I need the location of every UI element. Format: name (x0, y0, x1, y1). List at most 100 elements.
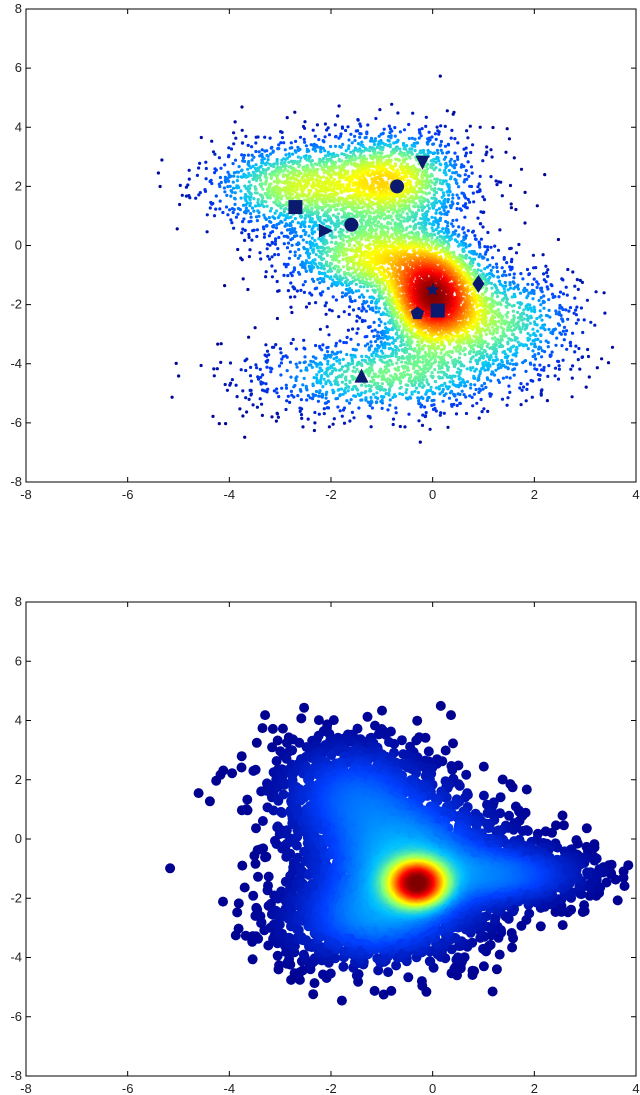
data-point (281, 174, 286, 179)
data-point (466, 136, 470, 140)
data-point (479, 237, 483, 241)
data-point (285, 116, 289, 120)
data-point (446, 425, 450, 429)
data-point (421, 213, 425, 217)
data-point (419, 202, 423, 206)
data-point (525, 313, 529, 317)
data-point (229, 194, 233, 198)
data-point (401, 338, 405, 343)
data-point (508, 273, 512, 277)
data-point (408, 147, 412, 151)
data-point (296, 221, 300, 225)
data-point (489, 353, 493, 357)
data-point (211, 150, 216, 154)
data-point (490, 299, 494, 304)
data-point (349, 337, 353, 341)
data-point (314, 343, 318, 348)
data-point (259, 375, 263, 379)
data-point (456, 367, 460, 371)
data-point (439, 148, 443, 152)
data-point (399, 213, 403, 217)
data-point (276, 415, 280, 419)
data-point (322, 222, 326, 226)
data-point (394, 354, 398, 359)
data-point (387, 214, 391, 218)
data-point (466, 229, 470, 233)
data-point (377, 323, 381, 328)
data-point (415, 363, 419, 367)
data-point (430, 351, 434, 355)
data-point (483, 267, 487, 271)
data-point (528, 321, 532, 325)
data-point (531, 253, 536, 257)
data-point (433, 132, 437, 136)
data-point (257, 214, 261, 218)
data-point (516, 301, 520, 305)
data-point (493, 290, 498, 294)
data-point (429, 385, 433, 389)
data-point (321, 290, 325, 294)
data-point (288, 250, 292, 254)
data-point (368, 211, 372, 215)
data-point (501, 330, 505, 334)
data-point (376, 381, 380, 385)
data-point (240, 258, 244, 262)
data-point (547, 364, 551, 368)
data-point (208, 206, 212, 210)
data-point (428, 222, 432, 226)
data-point (295, 234, 299, 238)
data-point (456, 173, 460, 177)
data-point (495, 331, 499, 335)
data-point (320, 348, 324, 352)
data-point (384, 392, 388, 396)
data-point (426, 142, 430, 146)
data-point (462, 180, 466, 184)
data-point (288, 295, 293, 299)
data-point (434, 137, 438, 141)
data-point (315, 162, 319, 166)
data-point (353, 370, 357, 374)
data-point (587, 375, 591, 379)
data-point (237, 186, 241, 190)
data-point (265, 204, 269, 208)
data-point (430, 187, 434, 191)
data-point (326, 399, 330, 404)
data-point (573, 284, 577, 288)
data-point (405, 350, 409, 354)
data-point (352, 149, 356, 153)
data-point (532, 305, 536, 309)
data-point (486, 245, 490, 249)
data-point (268, 185, 272, 189)
data-point (404, 147, 408, 151)
data-point (505, 261, 509, 265)
data-point (516, 340, 520, 344)
data-point (355, 331, 359, 335)
data-point (311, 250, 315, 254)
data-point (226, 155, 231, 159)
data-point (309, 159, 313, 163)
data-point (468, 184, 472, 188)
data-point (470, 171, 474, 175)
data-point (603, 311, 607, 315)
data-point (247, 335, 251, 339)
data-point (334, 341, 338, 345)
data-point (317, 394, 321, 398)
data-point (417, 128, 421, 132)
data-point (563, 332, 567, 336)
data-point (266, 254, 270, 258)
data-point (366, 400, 370, 404)
data-point (397, 348, 401, 352)
data-point (497, 180, 501, 184)
data-point (324, 301, 328, 305)
data-point (506, 347, 510, 351)
data-point (320, 252, 324, 256)
data-point (376, 221, 380, 225)
data-point (288, 146, 292, 150)
data-point (498, 228, 502, 232)
data-point (364, 157, 368, 161)
data-point (355, 314, 359, 318)
data-point (511, 321, 515, 325)
data-point (582, 318, 586, 322)
data-point (277, 147, 281, 151)
data-point (523, 327, 527, 331)
